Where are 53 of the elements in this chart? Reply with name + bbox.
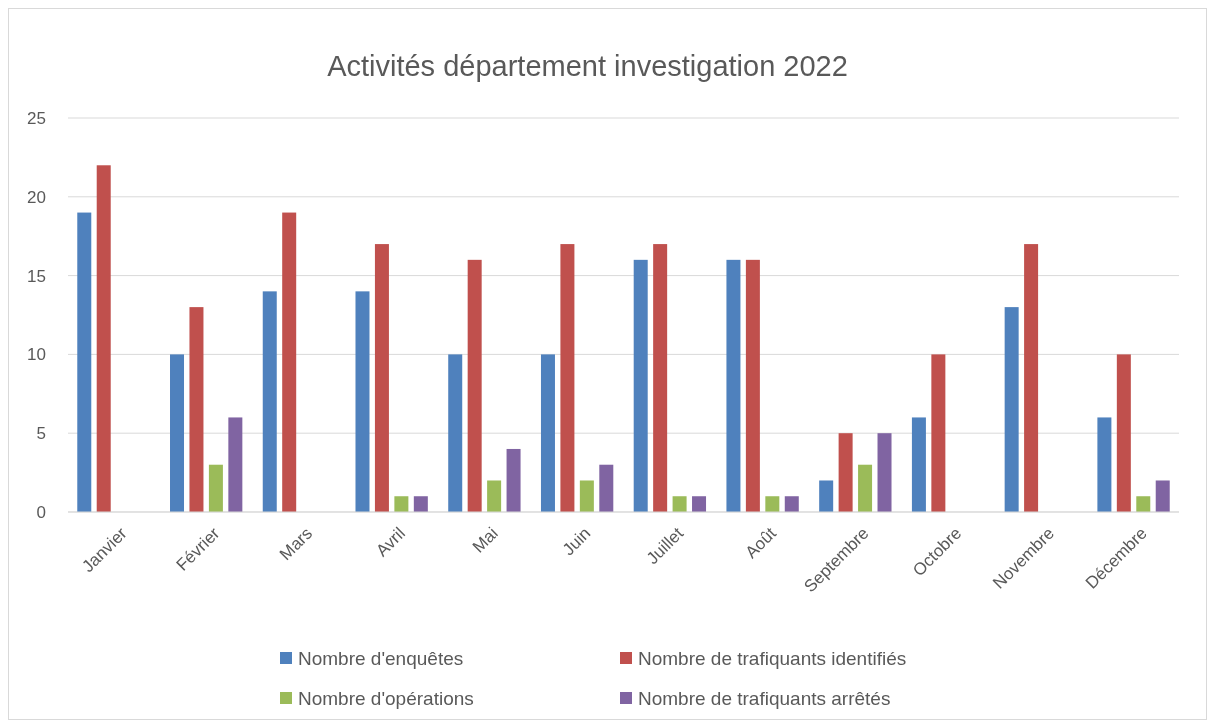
- bar: [1097, 417, 1112, 512]
- bar: [838, 433, 853, 512]
- bar: [784, 496, 799, 512]
- chart-title: Activités département investigation 2022: [327, 50, 848, 82]
- bar: [599, 464, 614, 512]
- bar: [467, 259, 482, 512]
- bar: [262, 291, 277, 512]
- y-tick-label: 25: [27, 108, 46, 128]
- bar: [1116, 354, 1131, 512]
- legend-label: Nombre de trafiquants identifiés: [638, 647, 907, 669]
- bar: [745, 259, 760, 512]
- bar: [653, 244, 668, 512]
- bar: [540, 354, 555, 512]
- bar: [579, 480, 594, 512]
- bar: [189, 307, 204, 512]
- legend-label: Nombre de trafiquants arrêtés: [638, 687, 891, 709]
- bar: [208, 464, 223, 512]
- bar: [282, 212, 297, 512]
- bar: [877, 433, 892, 512]
- bar: [506, 448, 521, 512]
- x-tick-label: Juin: [558, 523, 595, 560]
- bar: [819, 480, 834, 512]
- legend-label: Nombre d'enquêtes: [298, 647, 464, 669]
- bar: [931, 354, 946, 512]
- bar: [1004, 307, 1019, 512]
- bar: [413, 496, 428, 512]
- y-tick-label: 0: [36, 502, 46, 522]
- bar: [487, 480, 502, 512]
- bar: [692, 496, 707, 512]
- y-tick-label: 5: [36, 424, 46, 444]
- bar: [96, 165, 111, 512]
- bar: [228, 417, 243, 512]
- bar: [394, 496, 409, 512]
- bar: [911, 417, 926, 512]
- bar: [1136, 496, 1151, 512]
- y-tick-label: 20: [27, 187, 46, 207]
- bar: [355, 291, 370, 512]
- bar: [170, 354, 185, 512]
- x-tick-label: Mai: [468, 523, 502, 557]
- bar: [1155, 480, 1170, 512]
- y-tick-label: 15: [27, 266, 46, 286]
- y-tick-label: 10: [27, 345, 46, 365]
- bar: [858, 464, 873, 512]
- bar: [560, 244, 575, 512]
- bar: [77, 212, 92, 512]
- legend-label: Nombre d'opérations: [298, 687, 474, 709]
- bar: [726, 259, 741, 512]
- bar: [448, 354, 463, 512]
- bar: [765, 496, 780, 512]
- bar: [633, 259, 648, 512]
- bar: [374, 244, 389, 512]
- bar: [672, 496, 687, 512]
- bar: [1024, 244, 1039, 512]
